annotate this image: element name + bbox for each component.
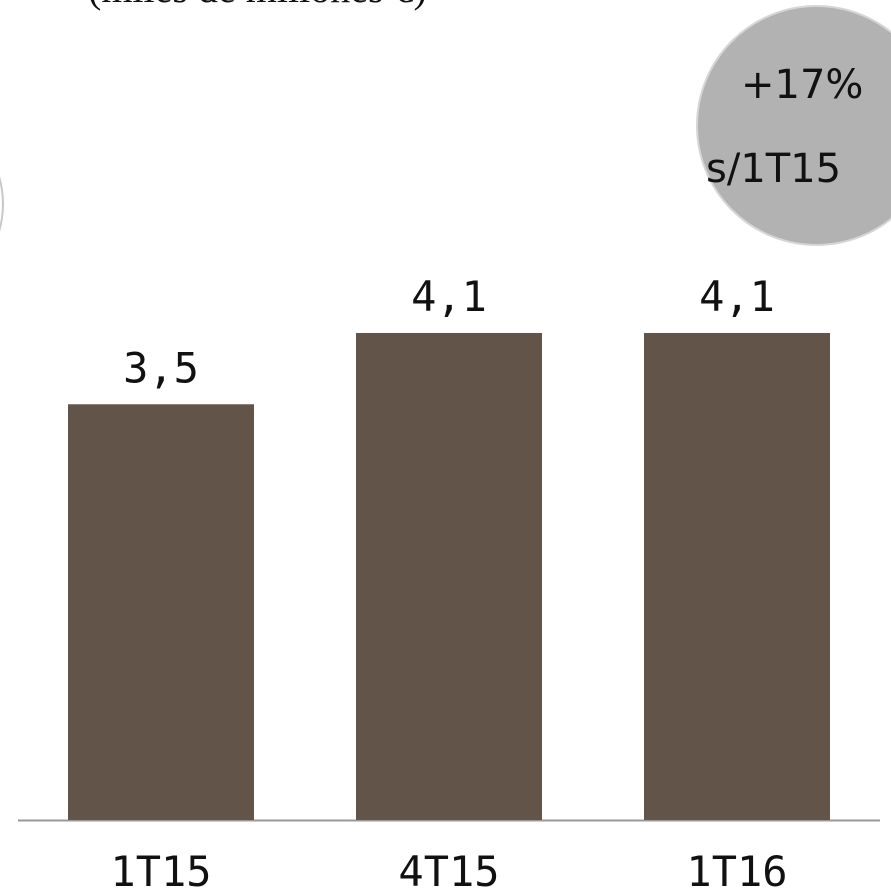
bar-4t15 bbox=[356, 333, 542, 820]
bar-1t16 bbox=[644, 333, 830, 820]
chart-subtitle: (miles de millones €) bbox=[88, 0, 427, 9]
x-tick-label-1t16: 1T16 bbox=[686, 847, 787, 891]
x-tick-label-1t15: 1T15 bbox=[110, 847, 211, 891]
bar-1t15 bbox=[68, 404, 254, 820]
x-tick-label-4t15: 4T15 bbox=[398, 847, 499, 891]
value-label-1t16: 4,1 bbox=[699, 272, 775, 321]
value-label-4t15: 4,1 bbox=[411, 272, 487, 321]
value-label-1t15: 3,5 bbox=[123, 343, 199, 392]
growth-badge-percent: +17% bbox=[741, 62, 864, 108]
growth-badge-reference: s/1T15 bbox=[706, 146, 842, 192]
